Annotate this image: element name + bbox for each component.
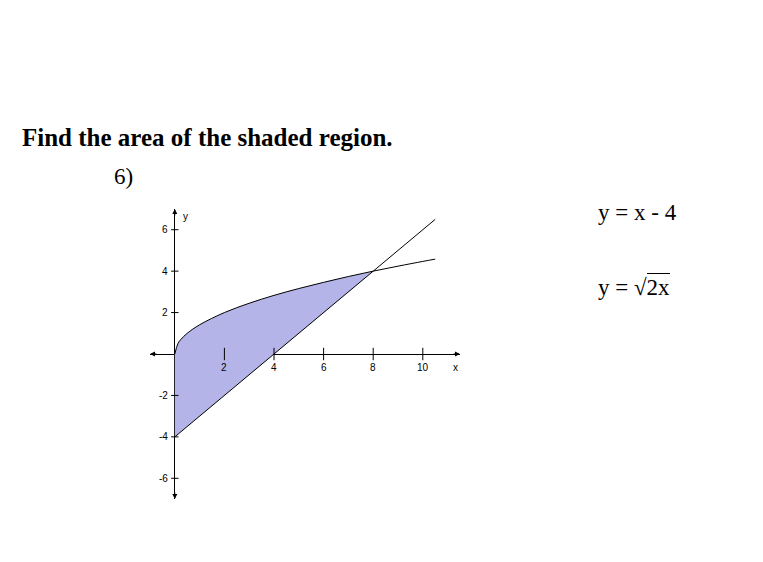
html-text:Find the area of the shaded re: Find the area of the shaded region.: [22, 124, 393, 151]
svg-text:-6: -6: [159, 473, 168, 484]
svg-text:x: x: [453, 362, 458, 373]
html-text:y = √ 2x: y = √ 2x: [598, 275, 670, 300]
svg-text:-4: -4: [159, 431, 168, 442]
svg-text:2: 2: [162, 307, 168, 318]
svg-text:2: 2: [221, 362, 227, 373]
html-text:6): 6): [114, 164, 134, 189]
svg-text:4: 4: [162, 266, 168, 277]
html-text:y = x - 4: y = x - 4: [598, 200, 677, 225]
svg-text:10: 10: [417, 362, 429, 373]
svg-text:6: 6: [162, 224, 168, 235]
svg-text:-2: -2: [159, 390, 168, 401]
svg-text:y: y: [183, 211, 188, 222]
svg-text:6: 6: [321, 362, 327, 373]
svg-text:8: 8: [370, 362, 376, 373]
svg-text:4: 4: [271, 362, 277, 373]
